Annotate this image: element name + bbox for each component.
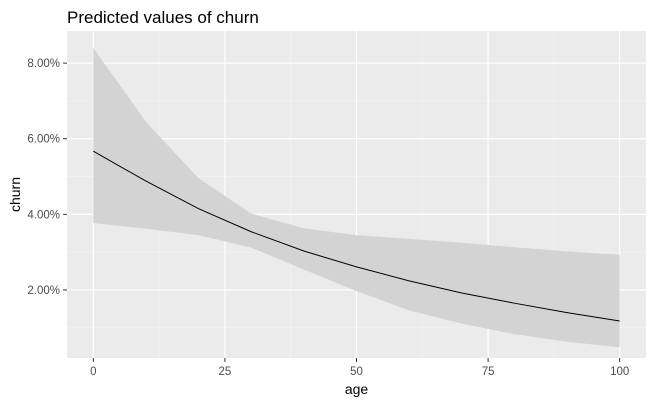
y-tick-label: 8.00% — [27, 58, 60, 70]
y-axis: 2.00% 4.00% 6.00% 8.00% — [27, 58, 67, 297]
x-tick-label: 75 — [482, 366, 495, 378]
confidence-band — [93, 48, 620, 348]
x-tick-label: 100 — [610, 366, 629, 378]
x-tick-label: 0 — [90, 366, 96, 378]
prediction-line — [93, 150, 620, 322]
chart-title: Predicted values of churn — [67, 8, 259, 27]
x-tick-label: 25 — [219, 366, 232, 378]
y-axis-title: churn — [7, 177, 23, 212]
x-axis-title: age — [345, 381, 369, 397]
y-tick-label: 2.00% — [27, 285, 60, 297]
y-tick-label: 4.00% — [27, 209, 60, 221]
y-tick-label: 6.00% — [27, 134, 60, 146]
x-tick-label: 50 — [350, 366, 363, 378]
x-axis: 0 25 50 75 100 — [90, 358, 629, 378]
